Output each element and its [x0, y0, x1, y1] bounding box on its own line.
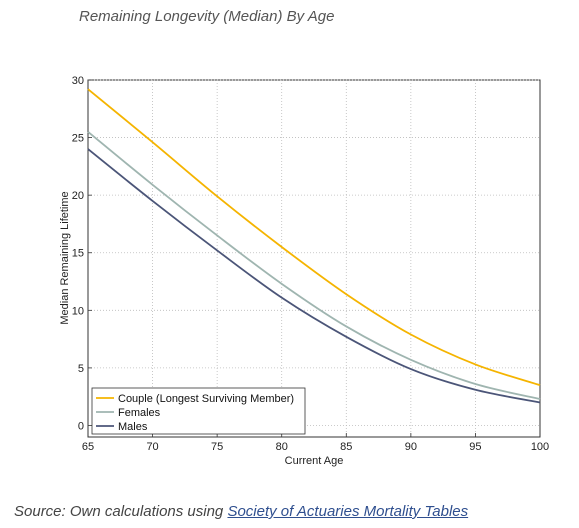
x-tick-label: 70	[146, 441, 158, 453]
y-tick-label: 15	[72, 248, 84, 260]
series-line-couple	[87, 88, 541, 387]
legend-label-females: Females	[118, 407, 161, 419]
source-link[interactable]: Society of Actuaries Mortality Tables	[227, 503, 469, 520]
legend-label-couple: Couple (Longest Surviving Member)	[118, 393, 294, 405]
series-line-females	[87, 131, 541, 400]
source-note: Source: Own calculations using Society o…	[14, 503, 468, 520]
y-tick-label: 5	[78, 363, 84, 375]
x-tick-label: 75	[211, 441, 223, 453]
series-lines	[87, 88, 541, 404]
plot-area	[87, 79, 541, 438]
y-tick-label: 10	[72, 305, 84, 317]
y-axis-label: Median Remaining Lifetime	[59, 191, 71, 324]
legend: Couple (Longest Surviving Member) Females…	[91, 387, 306, 435]
x-tick-label: 95	[469, 441, 481, 453]
x-tick-label: 80	[276, 441, 288, 453]
x-tick-label: 85	[340, 441, 352, 453]
legend-box	[91, 387, 306, 435]
x-axis-label: Current Age	[285, 455, 344, 467]
ticks: 65 70 75 80 85 90 95 100 0 5 10 15 20 25 30	[72, 75, 549, 453]
y-tick-label: 30	[72, 75, 84, 87]
x-tick-label: 100	[531, 441, 549, 453]
y-tick-label: 0	[78, 420, 84, 432]
y-tick-label: 20	[72, 190, 84, 202]
y-tick-label: 25	[72, 133, 84, 145]
grid	[88, 79, 540, 437]
series-line-males	[87, 148, 541, 404]
x-tick-label: 65	[82, 441, 94, 453]
source-prefix: Source: Own calculations using	[14, 503, 228, 520]
x-tick-label: 90	[405, 441, 417, 453]
chart-title: Remaining Longevity (Median) By Age	[79, 8, 335, 25]
legend-label-males: Males	[118, 421, 148, 433]
